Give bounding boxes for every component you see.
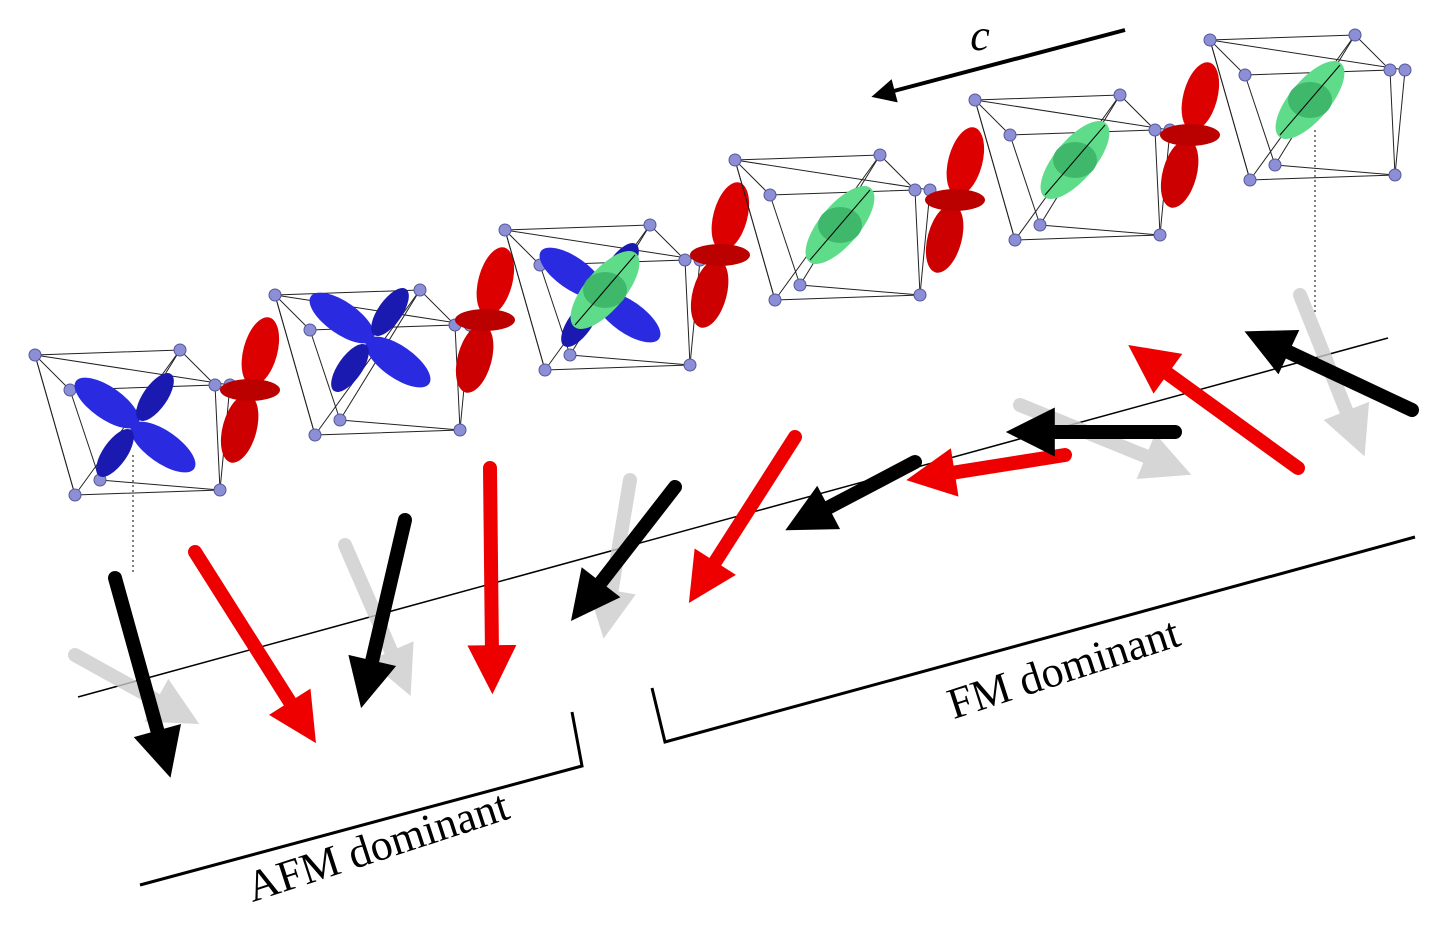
fm-bracket — [650, 535, 1416, 744]
orbital — [214, 313, 286, 467]
orbital — [1263, 49, 1357, 151]
orbital — [684, 178, 756, 332]
axis-label: c — [970, 11, 990, 60]
c-arrow — [871, 28, 1126, 103]
fm-label: FM dominant — [941, 608, 1185, 729]
orbital — [449, 243, 521, 397]
orbital — [66, 367, 204, 483]
orbital — [793, 174, 887, 276]
octahedron — [268, 283, 477, 442]
afm-bracket — [139, 711, 584, 887]
orbital — [1154, 58, 1226, 212]
orbital — [1028, 109, 1122, 211]
chain-line — [77, 337, 1389, 698]
spin-arrows — [108, 329, 1419, 778]
orbital — [919, 123, 991, 277]
orbital — [301, 282, 439, 398]
